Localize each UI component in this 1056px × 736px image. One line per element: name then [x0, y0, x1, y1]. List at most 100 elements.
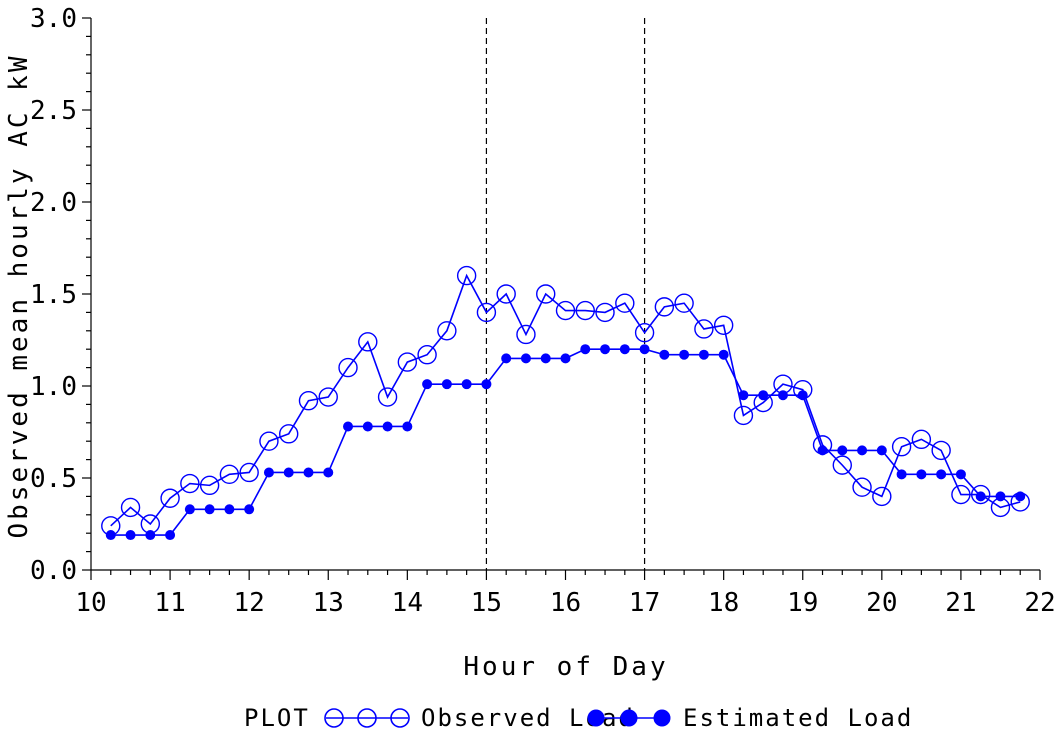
data-point — [560, 353, 571, 364]
data-point — [936, 469, 947, 480]
x-tick-label: 22 — [1024, 588, 1055, 618]
data-point — [540, 353, 551, 364]
x-tick-label: 17 — [629, 588, 660, 618]
data-point — [224, 504, 235, 515]
y-tick-label: 0.5 — [30, 464, 77, 494]
y-tick-label: 1.0 — [30, 372, 77, 402]
data-point — [180, 473, 200, 494]
data-point — [165, 530, 176, 541]
ticks-layer: 0.0 0.5 1.0 1.5 2.0 2.5 3.0 10 11 12 13 14 15 16 17 18 1… — [30, 4, 1056, 618]
data-point — [600, 344, 611, 355]
legend-item-estimated-load: Estimated Load — [587, 704, 911, 732]
data-point — [501, 353, 512, 364]
data-point — [970, 484, 991, 505]
series-line — [110, 273, 1021, 527]
data-point — [1015, 491, 1026, 502]
data-point — [872, 486, 892, 507]
data-point — [279, 424, 299, 444]
data-point — [402, 421, 413, 432]
data-point — [555, 300, 576, 321]
data-point — [698, 349, 709, 360]
data-point — [575, 300, 595, 321]
series-observed-load — [101, 265, 1030, 536]
data-point — [891, 437, 912, 457]
y-tick-label: 1.5 — [30, 280, 77, 310]
data-point — [461, 379, 472, 390]
data-point — [639, 344, 650, 355]
data-point — [323, 467, 334, 478]
data-point — [204, 504, 215, 515]
data-point — [713, 315, 734, 335]
x-tick-label: 11 — [154, 588, 185, 618]
data-point — [654, 297, 675, 317]
reference-lines — [485, 18, 646, 570]
data-point — [441, 379, 452, 390]
data-point — [595, 302, 615, 323]
y-tick-label: 2.0 — [30, 188, 77, 218]
series-layer — [101, 265, 1030, 541]
data-point — [362, 421, 373, 432]
x-tick-label: 12 — [234, 588, 265, 618]
data-point — [536, 284, 556, 304]
data-point — [995, 491, 1006, 502]
data-point — [160, 488, 180, 508]
x-tick-label: 16 — [550, 588, 581, 618]
data-point — [777, 390, 788, 401]
data-point — [481, 379, 492, 390]
data-point — [580, 344, 591, 355]
data-point — [951, 484, 971, 505]
legend-marker-estimated-load — [620, 709, 638, 727]
legend: PLOT Observed Load Estimated Load — [244, 704, 911, 732]
x-tick-label: 20 — [866, 588, 897, 618]
data-point — [318, 387, 338, 407]
data-point — [298, 391, 319, 411]
data-point — [476, 302, 497, 323]
data-point — [397, 352, 418, 372]
data-point — [437, 321, 457, 341]
data-point — [659, 349, 670, 360]
y-tick-label: 3.0 — [30, 4, 77, 34]
data-point — [738, 390, 749, 401]
x-tick-label: 13 — [313, 588, 344, 618]
data-point — [382, 421, 393, 432]
legend-title: PLOT — [244, 704, 310, 732]
data-point — [422, 379, 433, 390]
data-point — [199, 475, 220, 496]
data-point — [975, 491, 986, 502]
data-point — [358, 332, 378, 352]
data-point — [303, 467, 314, 478]
data-point — [733, 405, 754, 426]
data-point — [145, 530, 156, 541]
data-point — [679, 349, 690, 360]
data-point — [377, 387, 398, 407]
data-point — [244, 504, 255, 515]
data-point — [852, 477, 872, 497]
axes-layer — [90, 18, 1040, 571]
data-point — [520, 353, 531, 364]
data-point — [955, 469, 966, 480]
data-point — [758, 390, 769, 401]
legend-marker-observed-load — [357, 708, 377, 728]
data-point — [916, 469, 927, 480]
data-point — [105, 530, 116, 541]
data-point — [283, 467, 294, 478]
y-tick-label: 2.5 — [30, 96, 77, 126]
data-point — [619, 344, 630, 355]
x-tick-label: 10 — [75, 588, 106, 618]
data-point — [263, 467, 274, 478]
data-point — [718, 349, 729, 360]
data-point — [837, 445, 848, 456]
data-point — [120, 497, 141, 518]
legend-marker-observed-load — [324, 708, 344, 728]
y-tick-label: 0.0 — [30, 556, 77, 586]
data-point — [343, 421, 354, 432]
data-point — [911, 429, 932, 450]
x-tick-label: 15 — [471, 588, 502, 618]
data-point — [832, 455, 852, 475]
data-point — [615, 293, 635, 313]
data-point — [239, 462, 259, 483]
x-tick-label: 14 — [392, 588, 423, 618]
data-point — [456, 265, 477, 286]
data-point — [896, 469, 907, 480]
